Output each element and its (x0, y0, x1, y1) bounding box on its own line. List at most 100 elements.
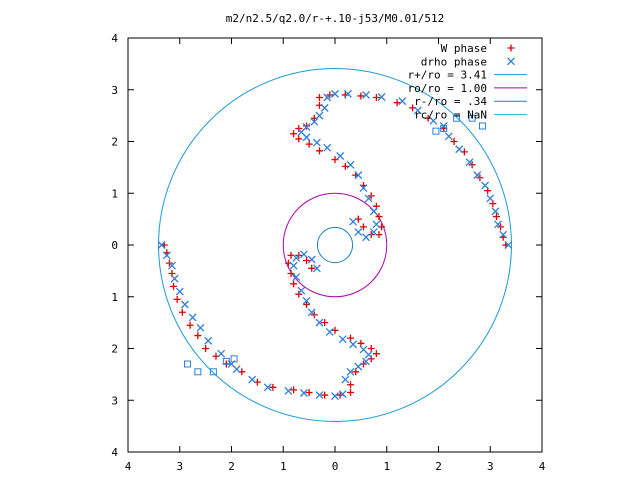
drho-phase-point (349, 217, 358, 226)
drho-phase-point (315, 111, 324, 120)
w-phase-point (315, 94, 323, 102)
drho-phase-point (157, 241, 166, 249)
drho-phase-point (302, 133, 311, 142)
drho-phase-point (504, 241, 513, 249)
drho-phase-point (494, 220, 502, 229)
drho-phase-point (162, 251, 171, 260)
x-tick-label: 2 (435, 460, 442, 473)
w-phase-point (492, 213, 500, 221)
drho-phase-point (323, 143, 332, 152)
w-phase-point (194, 332, 202, 340)
square-point (184, 360, 192, 368)
drho-phase-point (444, 132, 453, 141)
radius-circle (158, 68, 512, 422)
drho-phase-point (307, 255, 316, 264)
drho-phase-point (372, 220, 381, 229)
w-phase-point (321, 391, 329, 399)
square-point (453, 114, 461, 122)
w-phase-point (321, 319, 329, 327)
drho-phase-point (369, 228, 378, 237)
drho-phase-point (341, 375, 350, 384)
drho-phase-point (307, 308, 316, 317)
y-tick-label: 2 (111, 343, 118, 356)
w-phase-point (173, 295, 181, 303)
w-phase-point (359, 223, 367, 231)
drho-phase-point (413, 106, 422, 115)
drho-phase-point (364, 194, 373, 203)
drho-phase-point (473, 171, 482, 180)
y-tick-label: 2 (111, 136, 118, 149)
drho-phase-point (248, 375, 257, 384)
w-phase-point (170, 282, 178, 290)
chart-title: m2/n2.5/q2.0/r-+.10-j53/M0.01/512 (226, 12, 445, 25)
x-tick-label: 1 (383, 460, 390, 473)
drho-phase-point (310, 117, 319, 126)
square-point (440, 125, 448, 133)
drho-phase-point (196, 323, 205, 332)
square-point (432, 127, 440, 135)
drho-phase-point (481, 181, 490, 190)
w-phase-point (347, 388, 355, 396)
drho-phase-point (338, 390, 347, 398)
drho-phase-point (354, 171, 363, 180)
radius-circles (158, 68, 512, 422)
x-tick-label: 0 (332, 460, 339, 473)
drho-phase-point (323, 93, 332, 102)
drho-phase-point (362, 90, 371, 99)
w-phase-point (450, 138, 458, 145)
legend-label: rc/ro = NaN (414, 109, 487, 122)
drho-phase-point (217, 349, 226, 358)
drho-phase-point (312, 138, 321, 147)
x-tick-label: 4 (125, 460, 132, 473)
legend-label: r-/ro = .34 (414, 95, 487, 108)
drho-phase-point (338, 335, 347, 344)
w-phase-point (393, 99, 401, 107)
drho-phase-point (429, 116, 438, 125)
drho-phase-point (320, 103, 329, 112)
w-phase-point (372, 350, 380, 358)
w-phase-point (290, 386, 298, 394)
x-tick-label: 3 (176, 460, 183, 473)
w-phase-point (295, 125, 303, 133)
w-phase-point (347, 381, 355, 389)
drho-phase-point (297, 286, 306, 295)
legend-label: drho phase (421, 55, 487, 68)
drho-phase-point (336, 152, 345, 160)
drho-phase-point (331, 89, 339, 98)
w-phase-point (303, 122, 311, 130)
w-phase-point (347, 334, 355, 342)
w-phase-point (357, 92, 365, 100)
y-tick-label: 3 (111, 84, 118, 97)
legend-label: r+/ro = 3.41 (408, 69, 487, 82)
drho-phase-point (292, 253, 301, 262)
w-phase-point (305, 140, 313, 148)
square-point (230, 355, 238, 363)
drho-phase-point (168, 261, 176, 270)
w-phase-point (367, 345, 375, 352)
w-phase-point (186, 321, 194, 329)
drho-phase-point (354, 362, 363, 371)
w-phase-point (295, 290, 303, 298)
drho-phase-point (188, 313, 197, 322)
w-phase-point (295, 135, 303, 143)
drho-phase-point (369, 207, 378, 216)
drho-phase-point (289, 261, 298, 270)
legend-label: ro/ro = 1.00 (408, 82, 487, 95)
y-tick-label: 1 (111, 187, 118, 200)
w-phase-point (375, 213, 383, 221)
drho-phase-point (359, 345, 368, 354)
w-phase-point (303, 301, 311, 309)
drho-phase-point (465, 158, 474, 167)
drho-phase-point (299, 389, 308, 397)
w-phase-point (290, 130, 298, 138)
y-tick-label: 4 (111, 446, 118, 459)
drho-phase-point (499, 230, 508, 239)
x-tick-label: 1 (280, 460, 287, 473)
drho-phase-point (315, 318, 324, 327)
drho-phase-point (362, 357, 371, 366)
drho-phase-point (343, 89, 352, 98)
drho-phase-point (312, 264, 321, 273)
drho-phase-point (325, 327, 334, 336)
w-phase-point (269, 383, 277, 391)
